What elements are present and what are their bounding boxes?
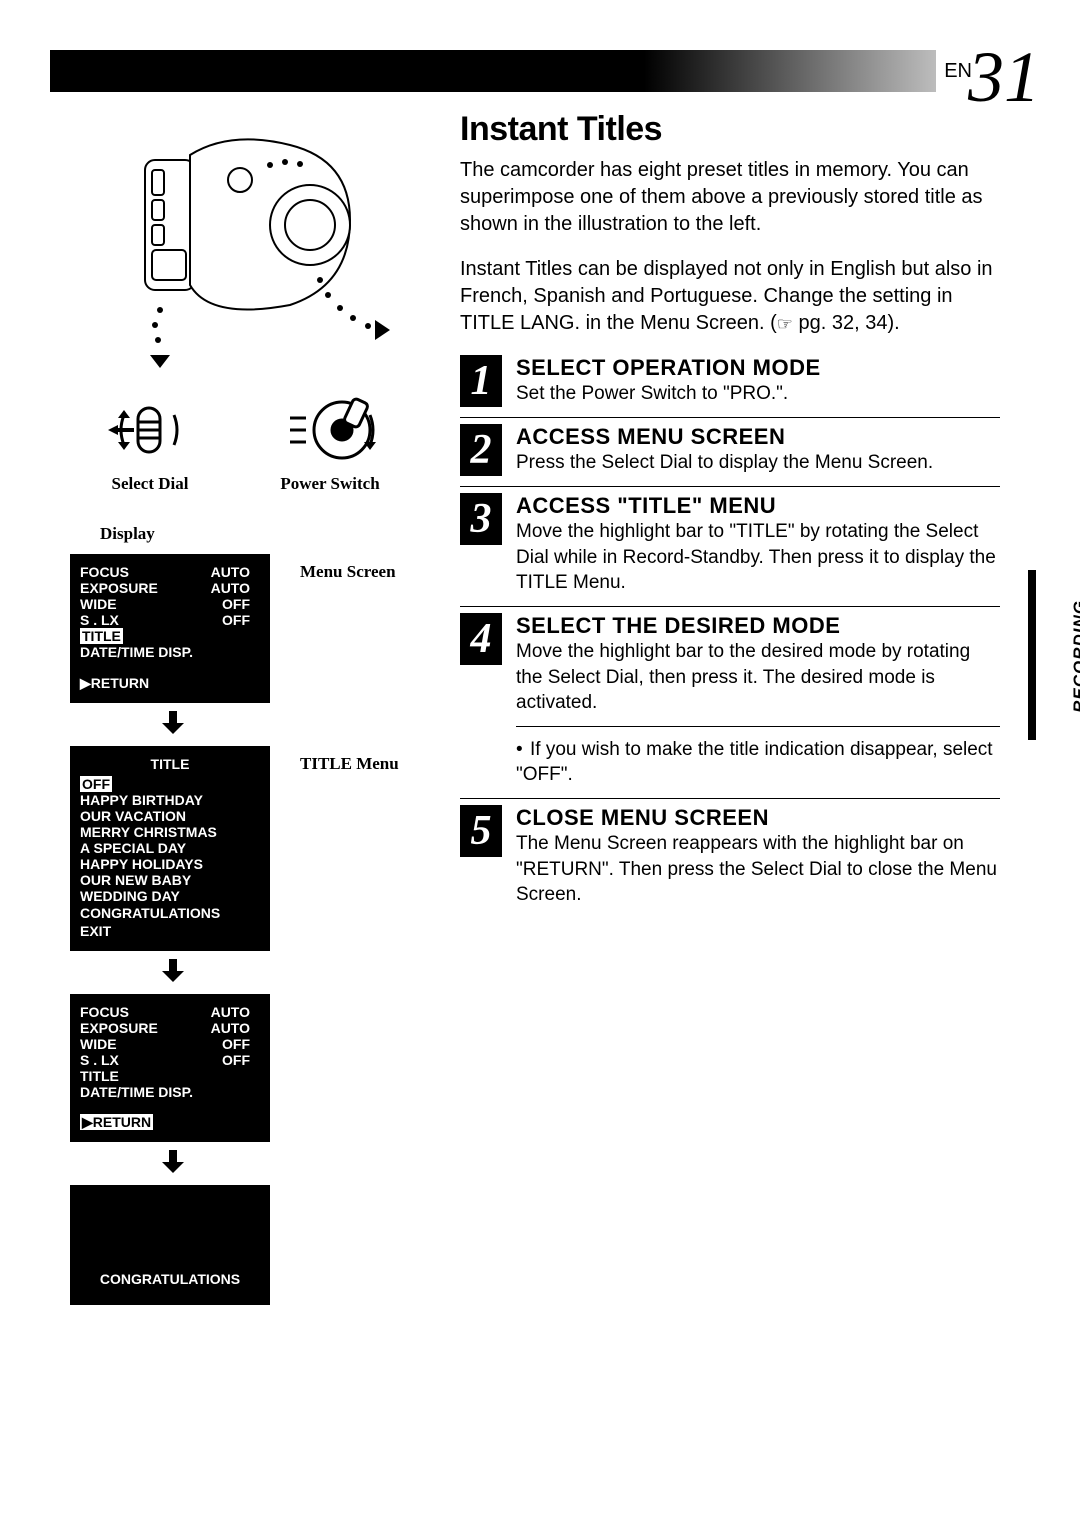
step-text: Set the Power Switch to "PRO.". [516,381,1000,407]
highlight-return: ▶RETURN [80,1114,153,1130]
step-3: 3 ACCESS "TITLE" MENU Move the highlight… [460,493,1000,598]
side-tab-label: RECORDING [1070,600,1080,713]
menu-screen-1: FOCUSAUTO EXPOSUREAUTO WIDEOFF S . LXOFF… [70,554,270,703]
menu-screen-3: FOCUSAUTO EXPOSUREAUTO WIDEOFF S . LXOFF… [70,994,270,1143]
highlight-title: TITLE [80,628,123,644]
header-gradient-bar [50,50,1040,92]
select-dial-label: Select Dial [100,474,200,494]
intro-paragraph-2: Instant Titles can be displayed not only… [460,256,1000,337]
page-num-value: 31 [968,37,1040,117]
intro-paragraph-1: The camcorder has eight preset titles in… [460,157,1000,238]
step-note: •If you wish to make the title indicatio… [516,726,1000,788]
select-dial-icon [100,390,200,470]
title-menu-label: TITLE Menu [300,754,399,774]
step-text: Move the highlight bar to the desired mo… [516,639,1000,716]
step-1: 1 SELECT OPERATION MODE Set the Power Sw… [460,355,1000,409]
step-number: 2 [460,424,502,476]
step-number: 3 [460,493,502,545]
step-heading: SELECT OPERATION MODE [516,355,1000,381]
step-heading: ACCESS MENU SCREEN [516,424,1000,450]
down-arrow-icon [160,1148,420,1179]
side-tab-bar [1028,570,1042,740]
page-ref-icon: ☞ [777,312,793,336]
step-text: Move the highlight bar to "TITLE" by rot… [516,519,1000,596]
step-heading: ACCESS "TITLE" MENU [516,493,1000,519]
camcorder-illustration [90,110,390,370]
step-text: The Menu Screen reappears with the highl… [516,831,1000,908]
power-switch-icon [280,390,380,470]
step-heading: CLOSE MENU SCREEN [516,805,1000,831]
page-number: EN31 [936,36,1040,119]
down-arrow-icon [160,957,420,988]
step-2: 2 ACCESS MENU SCREEN Press the Select Di… [460,424,1000,478]
step-number: 4 [460,613,502,665]
highlight-off: OFF [80,776,112,792]
menu-screen-label: Menu Screen [300,562,396,582]
final-preview-screen: CONGRATULATIONS [70,1185,270,1305]
step-text: Press the Select Dial to display the Men… [516,450,1000,476]
step-5: 5 CLOSE MENU SCREEN The Menu Screen reap… [460,805,1000,910]
step-4: 4 SELECT THE DESIRED MODE Move the highl… [460,613,1000,790]
step-number: 1 [460,355,502,407]
power-switch-label: Power Switch [280,474,380,494]
section-title: Instant Titles [460,110,1000,149]
step-heading: SELECT THE DESIRED MODE [516,613,1000,639]
down-arrow-icon [160,709,420,740]
step-number: 5 [460,805,502,857]
display-label: Display [100,524,420,544]
title-menu-screen: TITLE OFF HAPPY BIRTHDAY OUR VACATION ME… [70,746,270,951]
